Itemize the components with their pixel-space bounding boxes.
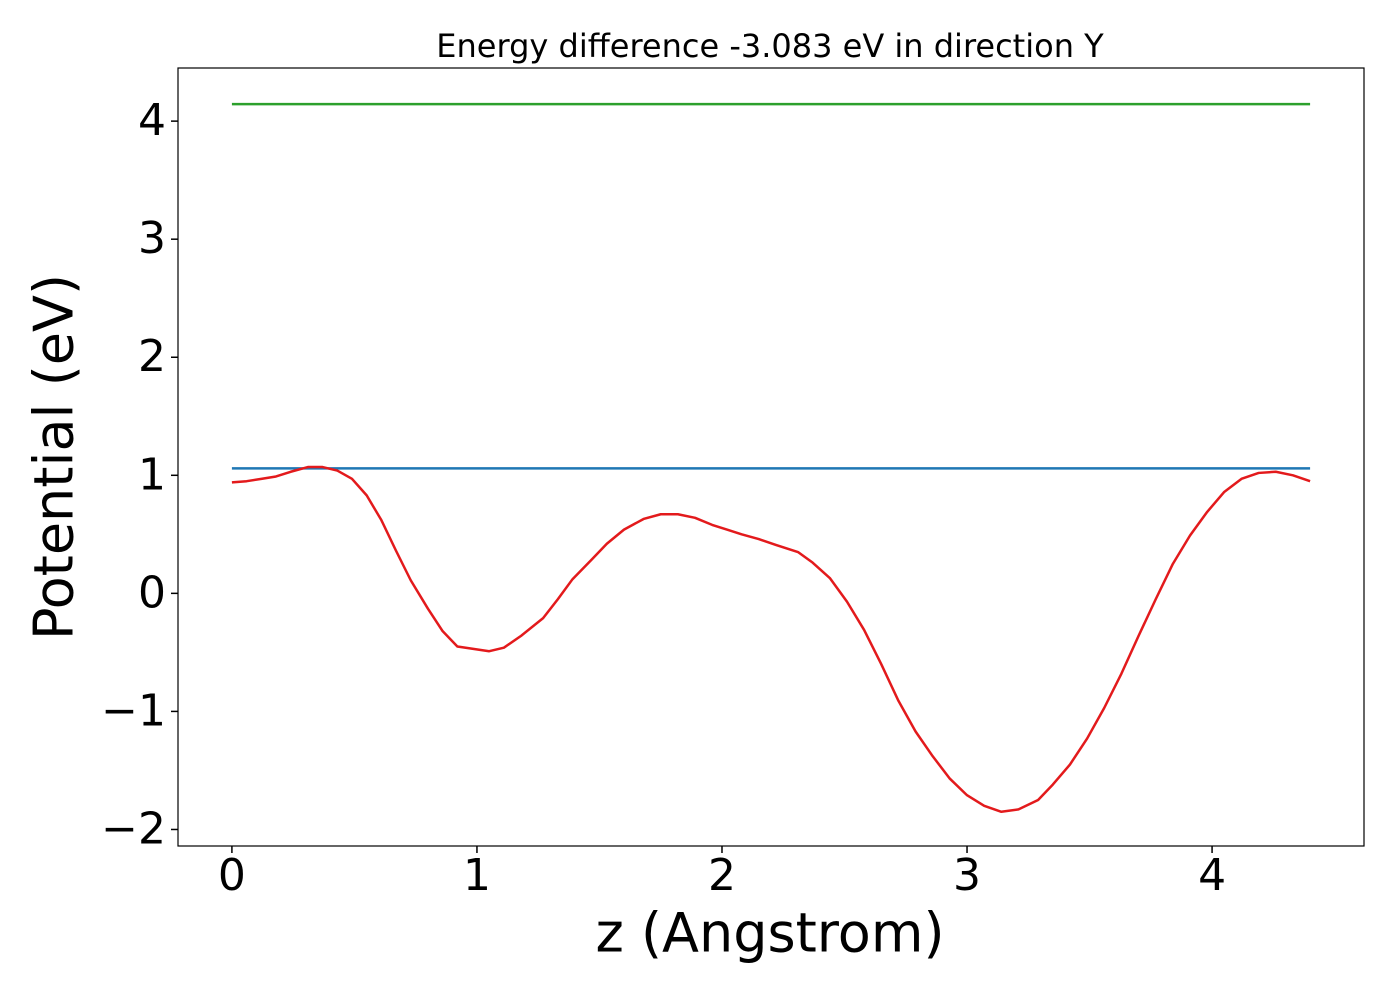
plot-frame bbox=[177, 67, 1365, 847]
chart-title: Energy difference -3.083 eV in direction… bbox=[436, 27, 1104, 65]
x-tick-label: 1 bbox=[463, 850, 491, 901]
y-tick-label: 1 bbox=[138, 449, 166, 500]
y-tick-label: 2 bbox=[138, 331, 166, 382]
y-tick-label: −2 bbox=[101, 803, 166, 854]
x-tick-label: 0 bbox=[218, 850, 246, 901]
data-line bbox=[231, 465, 1311, 814]
x-axis-label: z (Angstrom) bbox=[595, 902, 944, 965]
y-tick-label: 0 bbox=[138, 567, 166, 618]
y-tick-label: 4 bbox=[138, 95, 166, 146]
x-tick-label: 2 bbox=[708, 850, 736, 901]
y-tick-label: −1 bbox=[101, 685, 166, 736]
x-tick-label: 3 bbox=[953, 850, 981, 901]
x-tick-label: 4 bbox=[1198, 850, 1226, 901]
y-tick-label: 3 bbox=[138, 213, 166, 264]
y-axis-label: Potential (eV) bbox=[23, 274, 86, 640]
